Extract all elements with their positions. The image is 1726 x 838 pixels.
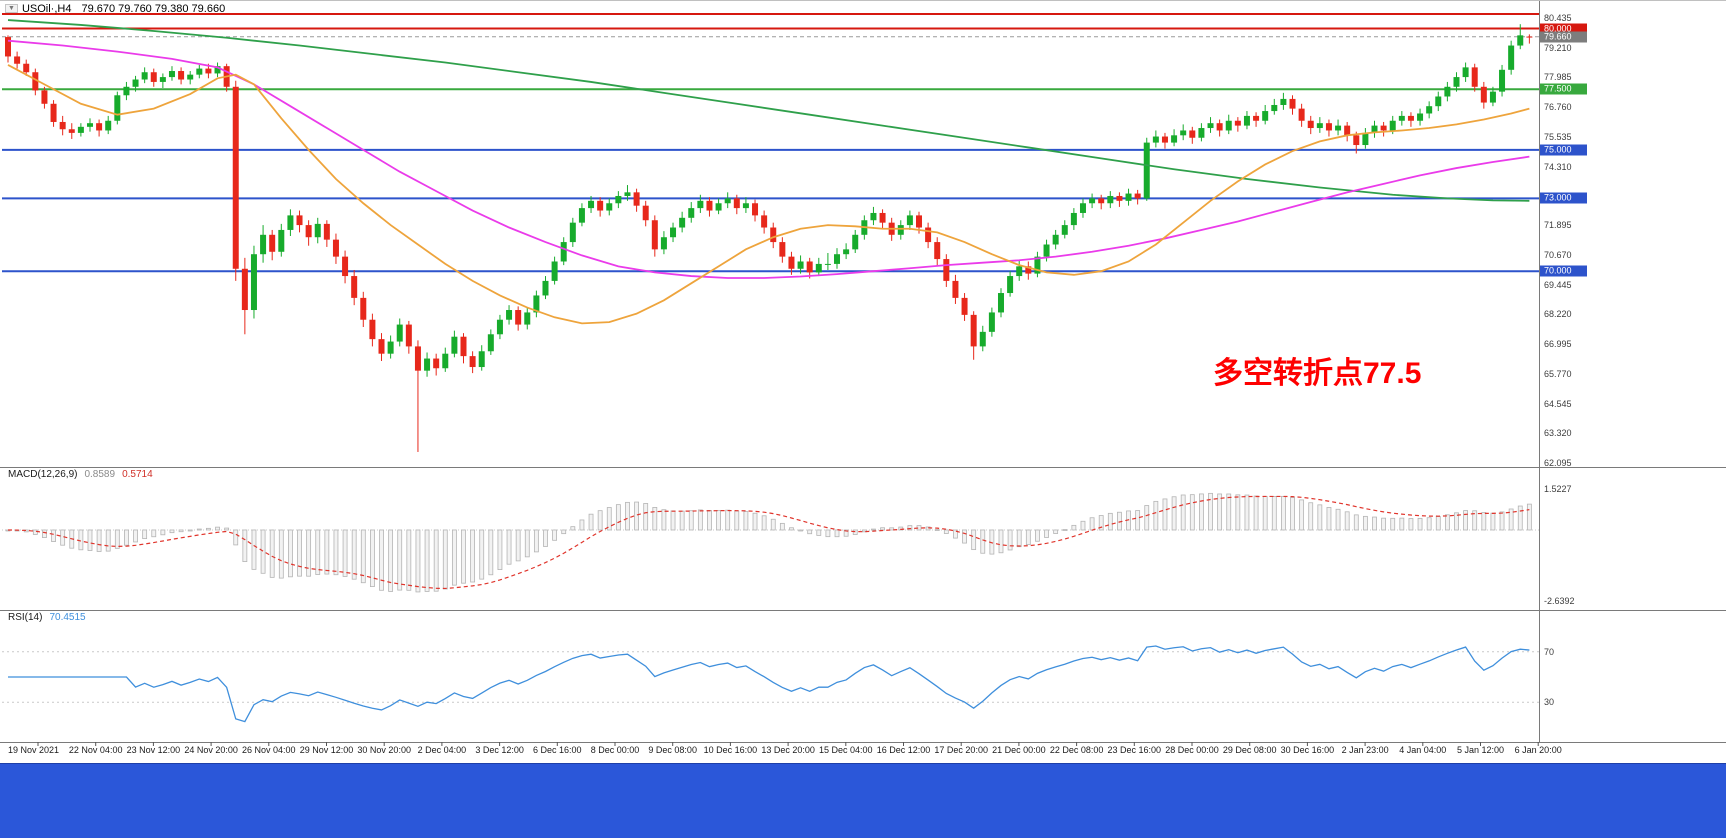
macd-signal-value: 0.5714 [122, 469, 153, 480]
chart-title: ▼ USOil·,H4 79.670 79.760 79.380 79.660 [5, 3, 225, 15]
trend-annotation: 多空转折点77.5 [1213, 357, 1422, 390]
time-axis-label: 5 Jan 12:00 [1456, 745, 1505, 755]
price-axis-label: 69.445 [1544, 279, 1572, 290]
price-axis-label: 74.310 [1544, 161, 1572, 172]
macd-indicator-label: MACD(12,26,9) 0.8589 0.5714 [8, 469, 153, 480]
time-axis-label: 30 Nov 20:00 [357, 745, 411, 755]
price-axis-label: 65.770 [1544, 368, 1572, 379]
price-axis-label: 62.095 [1544, 458, 1572, 468]
time-axis-label: 23 Dec 16:00 [1107, 745, 1162, 755]
price-axis-label: 71.895 [1544, 220, 1572, 231]
rsi-name: RSI(14) [8, 612, 43, 623]
rsi-axis-label: 30 [1544, 697, 1555, 708]
price-axis-label: 76.760 [1544, 102, 1572, 113]
time-axis-label: 29 Nov 12:00 [299, 745, 354, 755]
price-badge: 70.000 [1540, 265, 1587, 277]
price-axis-label: 80.435 [1544, 13, 1572, 23]
time-axis-label: 19 Nov 2021 [8, 745, 60, 755]
rsi-indicator-label: RSI(14) 70.4515 [8, 612, 86, 623]
chart-canvas[interactable] [0, 0, 1726, 763]
time-axis-label: 2 Jan 23:00 [1341, 745, 1389, 755]
time-axis-label: 21 Dec 00:00 [992, 745, 1046, 755]
time-axis-label: 16 Dec 12:00 [876, 745, 931, 755]
time-axis-label: 22 Dec 08:00 [1049, 745, 1104, 755]
time-axis-label: 4 Jan 04:00 [1399, 745, 1447, 755]
macd-main-value: 0.8589 [84, 469, 116, 480]
price-axis-label: 68.220 [1544, 309, 1572, 320]
rsi-axis-label: 70 [1544, 646, 1555, 657]
time-axis-label: 28 Dec 00:00 [1165, 745, 1219, 755]
price-axis-label: 79.210 [1544, 42, 1572, 53]
time-axis-label: 29 Dec 08:00 [1222, 745, 1277, 755]
time-axis-label: 26 Nov 04:00 [242, 745, 296, 755]
time-axis-label: 23 Nov 12:00 [126, 745, 181, 755]
symbol-timeframe-label: USOil·,H4 [21, 3, 72, 15]
price-axis-label: 77.985 [1544, 72, 1572, 83]
time-axis-label: 30 Dec 16:00 [1280, 745, 1335, 755]
time-axis-label: 22 Nov 04:00 [68, 745, 123, 755]
price-badge: 77.500 [1540, 83, 1587, 95]
time-axis-label: 10 Dec 16:00 [703, 745, 758, 755]
time-axis-label: 6 Dec 16:00 [533, 745, 582, 755]
macd-axis-label: 1.5227 [1544, 484, 1572, 494]
price-axis-label: 66.995 [1544, 339, 1572, 350]
time-axis-label: 6 Jan 20:00 [1514, 745, 1562, 755]
price-axis-label: 64.545 [1544, 398, 1572, 409]
macd-axis-label: -2.6392 [1544, 596, 1575, 606]
price-badge: 75.000 [1540, 144, 1587, 156]
price-badge: 80.000 [1540, 23, 1587, 35]
time-axis-label: 13 Dec 20:00 [761, 745, 815, 755]
time-axis-label: 15 Dec 04:00 [819, 745, 873, 755]
macd-name: MACD(12,26,9) [8, 469, 78, 480]
time-axis-label: 24 Nov 20:00 [184, 745, 238, 755]
time-axis-label: 9 Dec 08:00 [648, 745, 697, 755]
price-axis-label: 75.535 [1544, 131, 1572, 142]
time-axis-label: 3 Dec 12:00 [475, 745, 524, 755]
rsi-value: 70.4515 [49, 612, 86, 623]
price-axis-label: 70.670 [1544, 249, 1572, 260]
price-axis-label: 63.320 [1544, 428, 1572, 439]
price-badge: 79.660 [1540, 31, 1587, 43]
time-axis-label: 17 Dec 20:00 [934, 745, 988, 755]
time-axis-label: 2 Dec 04:00 [417, 745, 467, 755]
symbol-dropdown-icon[interactable]: ▼ [5, 4, 18, 13]
taskbar[interactable] [0, 763, 1726, 838]
price-badge: 73.000 [1540, 192, 1587, 204]
time-axis-label: 8 Dec 00:00 [590, 745, 640, 755]
ohlc-values: 79.670 79.760 79.380 79.660 [81, 3, 226, 15]
